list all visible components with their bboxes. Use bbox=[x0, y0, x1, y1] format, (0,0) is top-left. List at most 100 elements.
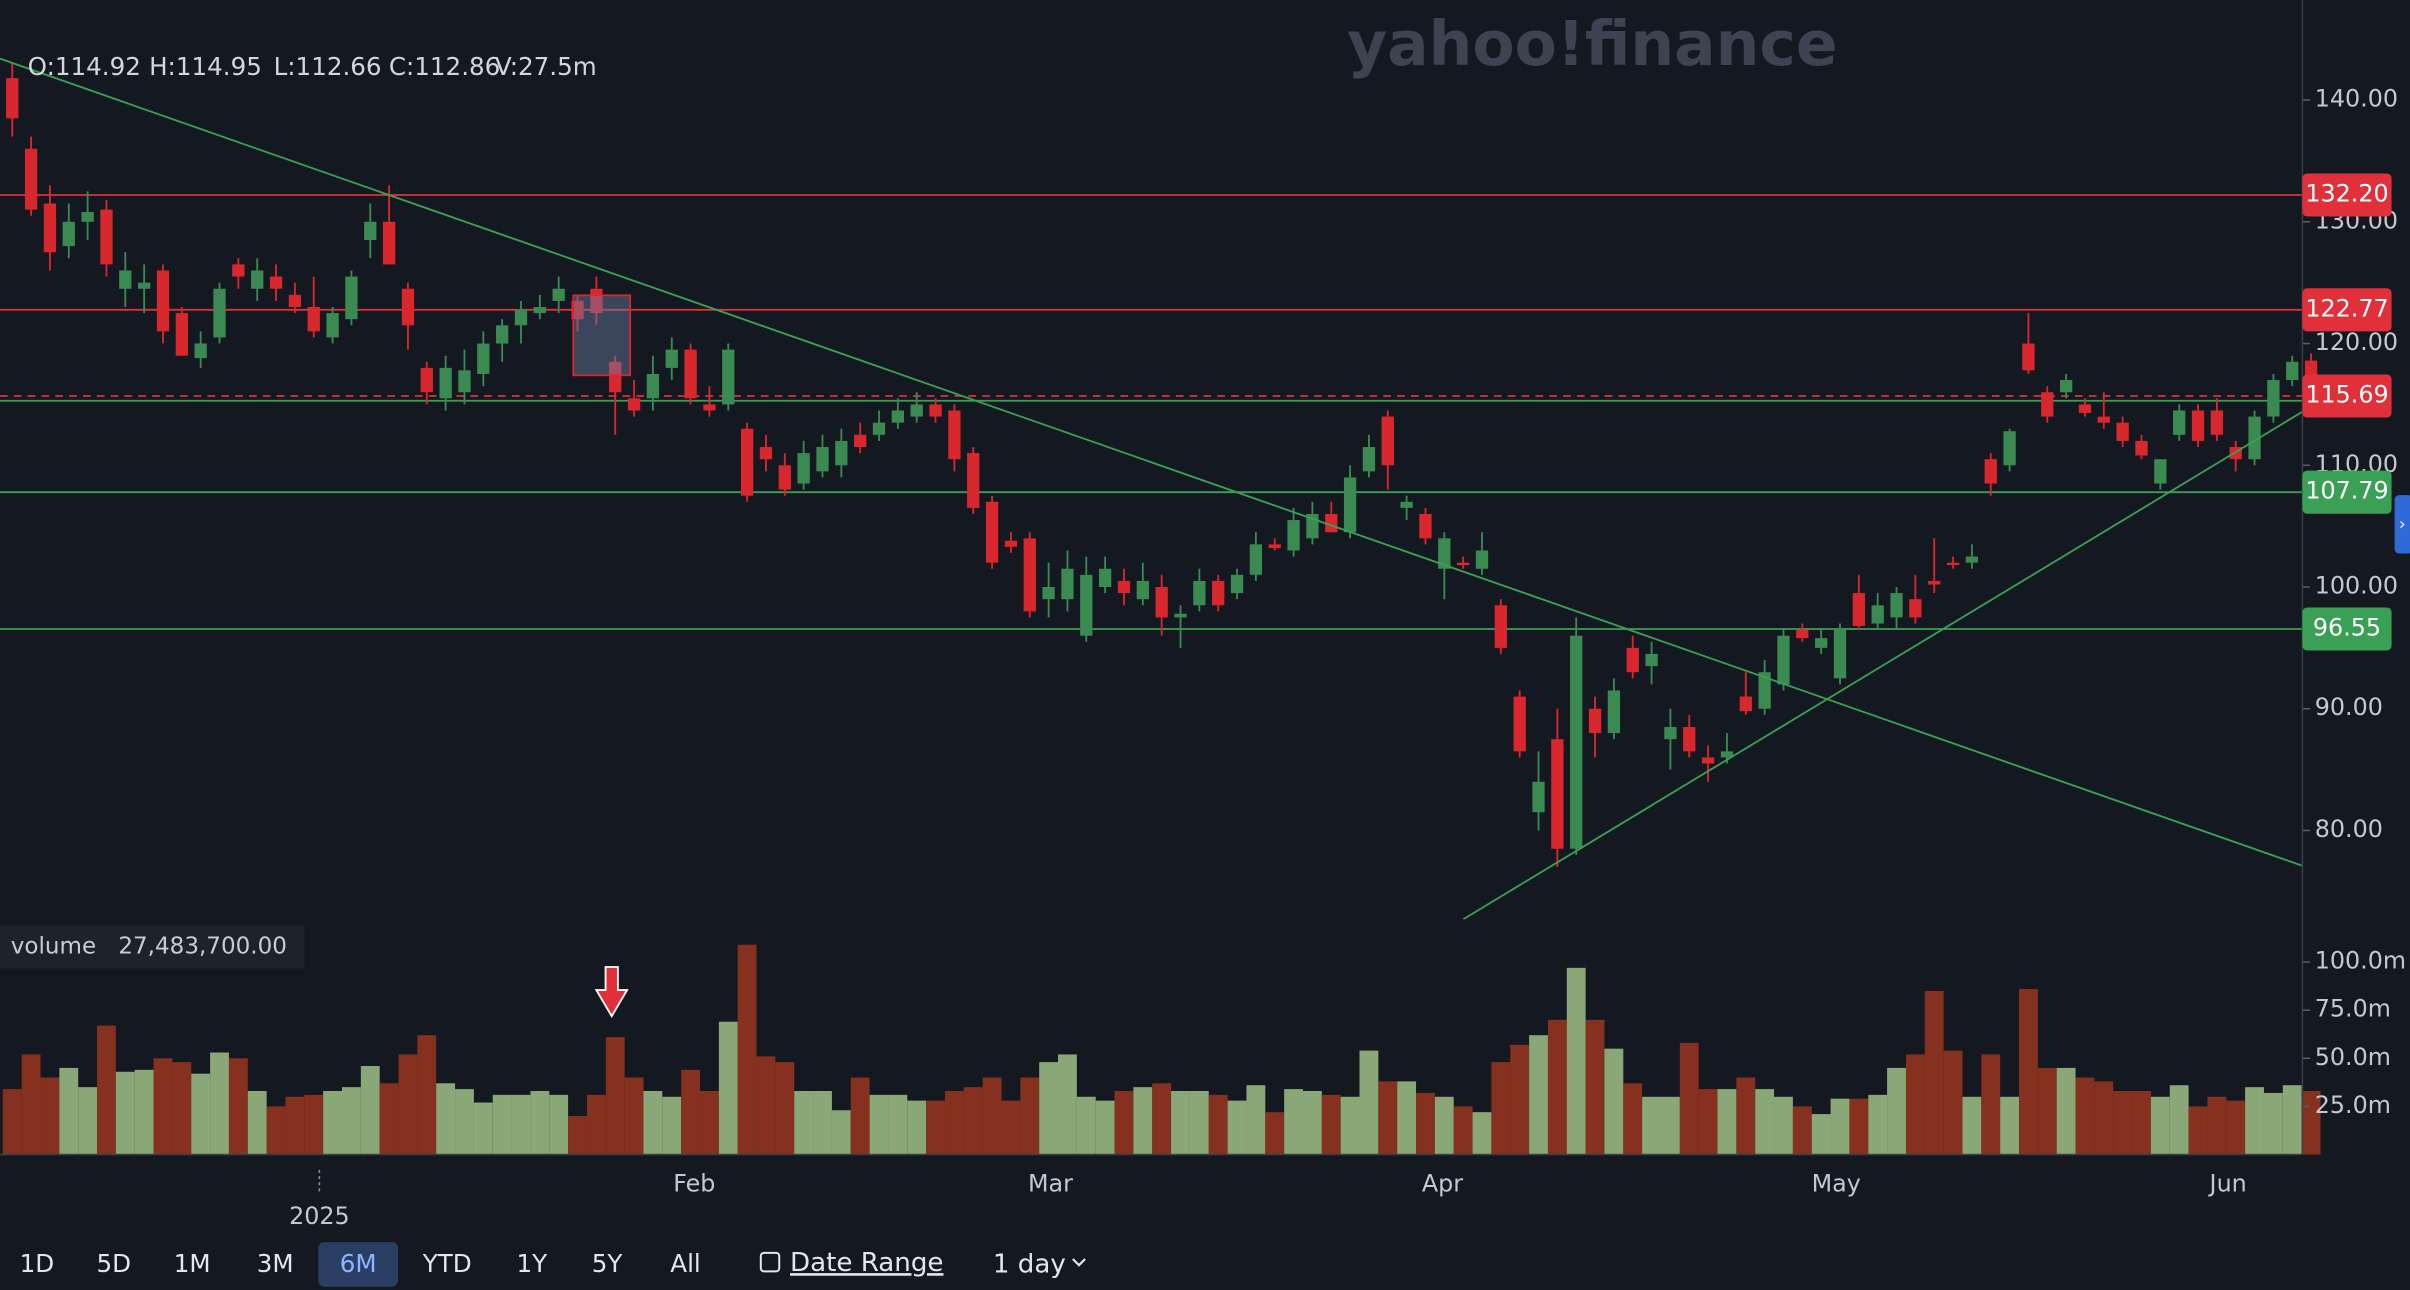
volume-bar bbox=[436, 1083, 456, 1155]
candle-body bbox=[1871, 605, 1884, 624]
volume-bar bbox=[1340, 1096, 1360, 1155]
candle-body bbox=[364, 221, 377, 241]
volume-bar bbox=[831, 1110, 851, 1155]
candle-body bbox=[1212, 580, 1225, 606]
date-range-button[interactable]: Date Range bbox=[790, 1248, 943, 1278]
candle-body bbox=[891, 410, 905, 423]
range-button[interactable]: All bbox=[670, 1249, 700, 1278]
volume-bar bbox=[21, 1054, 41, 1155]
volume-bar bbox=[2150, 1096, 2170, 1155]
candle-body bbox=[420, 367, 433, 393]
candle-body bbox=[1362, 447, 1376, 472]
volume-bar bbox=[417, 1035, 437, 1155]
candle-body bbox=[269, 276, 283, 289]
volume-bar bbox=[1792, 1106, 1812, 1155]
candle-body bbox=[24, 148, 38, 210]
ohlc-value: O:114.92 bbox=[28, 52, 141, 81]
candle-body bbox=[1080, 574, 1093, 636]
candle-body bbox=[1551, 739, 1564, 849]
candle-body bbox=[1701, 757, 1715, 764]
range-button[interactable]: 1Y bbox=[516, 1249, 548, 1278]
candle-body bbox=[1513, 696, 1526, 752]
candle-body bbox=[1117, 580, 1131, 594]
range-button[interactable]: 5Y bbox=[592, 1249, 624, 1278]
volume-legend-value: 27,483,700.00 bbox=[118, 934, 287, 960]
candle-body bbox=[100, 209, 113, 265]
level-label: 96.55 bbox=[2313, 614, 2381, 642]
trendline bbox=[1462, 410, 2303, 920]
volume-bar bbox=[1453, 1106, 1473, 1155]
side-tab-icon[interactable]: › bbox=[2399, 513, 2406, 533]
volume-bar bbox=[2188, 1106, 2208, 1155]
volume-bar bbox=[1359, 1050, 1379, 1155]
volume-bar bbox=[1189, 1091, 1209, 1155]
side-tab[interactable] bbox=[2394, 495, 2410, 554]
x-tick-label: Feb bbox=[673, 1170, 715, 1198]
range-button[interactable]: 1M bbox=[174, 1249, 211, 1278]
volume-bar bbox=[1660, 1096, 1680, 1155]
ohlc-value: H:114.95 bbox=[149, 52, 262, 81]
candle-body bbox=[1230, 574, 1244, 594]
candle-body bbox=[6, 78, 19, 119]
volume-bar bbox=[1547, 1019, 1567, 1155]
interval-chevron[interactable] bbox=[1072, 1258, 1086, 1267]
volume-bar bbox=[78, 1087, 98, 1155]
level-label-bg bbox=[2302, 607, 2392, 651]
volume-bar bbox=[1321, 1094, 1341, 1155]
candle-body bbox=[2173, 410, 2186, 435]
range-button[interactable]: 6M bbox=[340, 1249, 377, 1278]
volume-bar bbox=[2075, 1077, 2095, 1155]
calendar-icon[interactable] bbox=[759, 1251, 781, 1273]
volume-bar bbox=[794, 1091, 814, 1155]
candle-body bbox=[1626, 647, 1639, 673]
candle-body bbox=[703, 404, 716, 411]
volume-bar bbox=[1962, 1096, 1982, 1155]
volume-bar bbox=[1416, 1092, 1435, 1155]
candle-body bbox=[251, 270, 264, 289]
range-button[interactable]: 3M bbox=[257, 1249, 294, 1278]
volume-bar bbox=[1397, 1081, 1417, 1155]
volume-bar bbox=[40, 1077, 60, 1155]
volume-bar bbox=[1076, 1096, 1096, 1155]
year-tick-label: 2025 bbox=[289, 1202, 350, 1230]
volume-bar bbox=[1849, 1098, 1869, 1155]
range-button[interactable]: 5D bbox=[96, 1249, 131, 1278]
range-button[interactable]: 1D bbox=[20, 1249, 55, 1278]
range-button-active[interactable] bbox=[318, 1242, 399, 1287]
volume-bar bbox=[115, 1071, 135, 1155]
volume-bar bbox=[191, 1073, 211, 1155]
volume-bar bbox=[1152, 1083, 1172, 1155]
level-label-bg bbox=[2302, 288, 2392, 332]
candle-body bbox=[2059, 380, 2073, 393]
toolbar: 1D 5D 1M 3M 6M YTD 1Y 5Y All Date Range 1 day bbox=[20, 1242, 1086, 1287]
candle-body bbox=[1457, 562, 1470, 566]
y-tick-label: 80.00 bbox=[2315, 815, 2383, 843]
volume-bar bbox=[1246, 1085, 1266, 1155]
volume-bar bbox=[1058, 1054, 1077, 1155]
candle-body bbox=[1852, 593, 1865, 626]
volume-bars bbox=[2, 944, 2321, 1155]
volume-bar bbox=[568, 1116, 587, 1155]
x-tick-label: Jun bbox=[2208, 1170, 2247, 1198]
candle-body bbox=[967, 453, 980, 508]
volume-bar bbox=[1510, 1044, 1530, 1155]
volume-bar bbox=[1830, 1098, 1850, 1155]
interval-button[interactable]: 1 day bbox=[993, 1250, 1066, 1280]
candle-body bbox=[533, 307, 546, 314]
volume-bar bbox=[1171, 1091, 1190, 1155]
candle-body bbox=[1193, 580, 1206, 606]
level-label: 107.79 bbox=[2305, 477, 2388, 505]
ohlc-value: C:112.86 bbox=[389, 52, 500, 81]
volume-bar bbox=[2094, 1081, 2114, 1155]
candle-body bbox=[2078, 404, 2092, 413]
volume-bar bbox=[1227, 1100, 1247, 1155]
candles bbox=[6, 63, 2318, 868]
trendline bbox=[0, 57, 2303, 867]
volume-bar bbox=[2000, 1096, 2020, 1155]
volume-bar bbox=[2226, 1100, 2246, 1155]
volume-bar bbox=[1039, 1062, 1059, 1155]
range-button[interactable]: YTD bbox=[422, 1249, 472, 1278]
level-label-bg bbox=[2302, 470, 2392, 514]
candle-body bbox=[1777, 635, 1790, 685]
candle-body bbox=[1815, 638, 1828, 648]
